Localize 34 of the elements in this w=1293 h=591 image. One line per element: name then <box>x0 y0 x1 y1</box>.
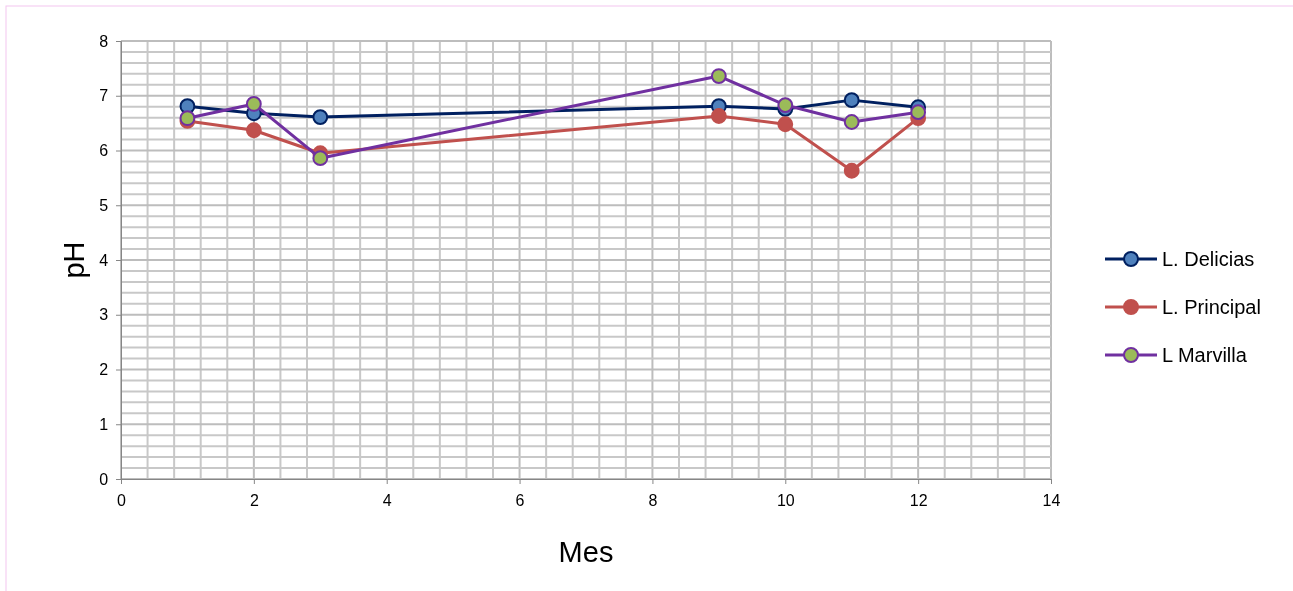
point <box>843 162 860 179</box>
legend-label: L Marvilla <box>1162 344 1248 366</box>
legend-label: L. Delicias <box>1162 248 1255 270</box>
y-tick-label: 8 <box>99 32 109 50</box>
point <box>312 109 329 125</box>
point <box>777 116 794 133</box>
x-tick-label: 4 <box>382 492 392 510</box>
point <box>843 114 860 130</box>
y-axis-title: pH <box>58 241 90 279</box>
y-tick-label: 6 <box>99 142 109 160</box>
y-tick-label: 3 <box>99 306 109 324</box>
x-tick-label: 10 <box>776 492 795 510</box>
y-tick-label: 5 <box>99 196 109 214</box>
point <box>710 108 727 124</box>
x-tick-label: 14 <box>1042 492 1061 510</box>
x-axis-title: Mes <box>558 536 614 568</box>
y-tick-label: 7 <box>99 87 109 105</box>
point <box>312 150 329 167</box>
point <box>710 68 727 84</box>
x-tick-label: 8 <box>648 492 658 510</box>
point <box>843 92 860 109</box>
x-tick-label: 0 <box>117 492 127 510</box>
point <box>910 104 927 121</box>
y-tick-label: 1 <box>99 415 109 433</box>
x-tick-label: 12 <box>909 492 928 510</box>
point <box>245 122 262 139</box>
y-tick-label: 4 <box>99 251 109 269</box>
legend-label: L. Principal <box>1162 296 1261 318</box>
point <box>777 97 794 113</box>
y-tick-label: 0 <box>99 470 109 488</box>
x-tick-label: 2 <box>249 492 259 510</box>
y-tick-label: 2 <box>99 361 109 379</box>
x-tick-label: 6 <box>515 492 525 510</box>
point <box>245 96 262 112</box>
